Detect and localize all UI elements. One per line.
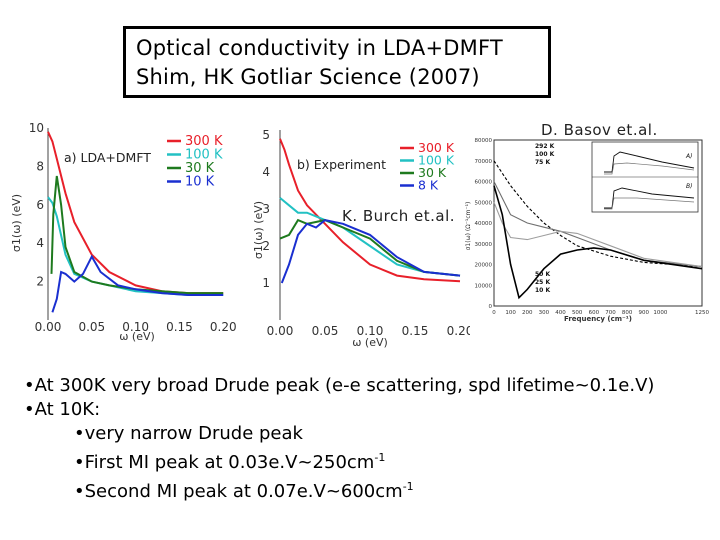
x-tick-label: 700 <box>605 310 616 316</box>
x-tick-label: 0.05 <box>312 324 339 338</box>
y-tick-label: 4 <box>262 165 270 179</box>
credit-basov: D. Basov et.al. <box>541 121 658 139</box>
x-tick-label: 0.05 <box>78 320 105 334</box>
bullet-item: •Second MI peak at 0.07e.V~600cm-1 <box>74 480 414 502</box>
legend-label: 50 K <box>535 271 550 278</box>
y-tick-label: 1 <box>262 276 270 290</box>
y-tick-label: 2 <box>262 239 270 253</box>
bullet-sup: -1 <box>374 451 386 464</box>
bullet-sup: -1 <box>402 480 414 493</box>
bullet-item: •At 300K very broad Drude peak (e-e scat… <box>24 375 655 396</box>
bullet-list: •At 300K very broad Drude peak (e-e scat… <box>24 374 654 504</box>
y-tick-label: 50000 <box>475 200 493 206</box>
x-tick-label: 400 <box>555 310 566 316</box>
bullet-text: At 300K very broad Drude peak (e-e scatt… <box>34 375 655 396</box>
bullet-text: At 10K: <box>34 399 101 420</box>
x-tick-label: 1000 <box>653 310 667 316</box>
inset-label: A) <box>685 153 692 160</box>
inset-curve <box>604 187 695 209</box>
title-line-2: Shim, HK Gotliar Science (2007) <box>136 65 480 89</box>
x-tick-label: 600 <box>589 310 600 316</box>
chart-lda-dmft: 0.00 0.05 0.10 0.15 0.20 2 4 6 8 10 ω (eV) σ1(ω) (e… <box>10 121 237 343</box>
y-tick-label: 10 <box>29 121 44 135</box>
legend-label: 292 K <box>535 143 555 150</box>
y-tick-label: 8 <box>36 159 44 173</box>
panel-label: a) LDA+DMFT <box>64 150 151 165</box>
inset-curve <box>604 162 695 175</box>
bullet-item: •First MI peak at 0.03e.V~250cm-1 <box>74 451 386 473</box>
y-tick-label: 70000 <box>475 159 493 165</box>
x-tick-label: 500 <box>572 310 583 316</box>
title-box: Optical conductivity in LDA+DMFT Shim, H… <box>123 26 551 98</box>
x-axis-label: ω (eV) <box>119 330 155 343</box>
series-line-8k <box>280 219 461 284</box>
x-tick-label: 0.15 <box>166 320 193 334</box>
legend-label: 75 K <box>535 159 550 166</box>
legend-label: 100 K <box>185 148 223 163</box>
legend-label: 100 K <box>418 153 455 168</box>
x-tick-label: 0.00 <box>35 320 62 334</box>
y-tick-label: 0 <box>489 304 493 310</box>
x-tick-label: 1250 <box>695 310 709 316</box>
x-tick-label: 0.10 <box>357 324 384 338</box>
bullet-text: Second MI peak at 0.07e.V~600cm <box>84 481 403 502</box>
bullet-text: First MI peak at 0.03e.V~250cm <box>84 452 375 473</box>
inset-label: B) <box>686 183 692 190</box>
legend-label: 300 K <box>418 140 455 155</box>
legend-label: 25 K <box>535 279 550 286</box>
bullet-item: •very narrow Drude peak <box>74 423 303 444</box>
x-tick-label: 800 <box>622 310 633 316</box>
series-line-50k <box>493 202 703 268</box>
legend-label: 8 K <box>418 178 439 193</box>
legend-label: 100 K <box>535 151 555 158</box>
series-line-10k <box>493 185 703 300</box>
y-tick-label: 80000 <box>475 138 493 144</box>
panel-label: b) Experiment <box>297 157 386 172</box>
inset-curve <box>604 197 695 210</box>
legend-label: 10 K <box>185 175 215 190</box>
credit-burch: K. Burch et.al. <box>342 207 456 225</box>
x-tick-label: 900 <box>639 310 650 316</box>
x-tick-label: 0 <box>492 310 496 316</box>
x-tick-label: 0.20 <box>447 324 470 338</box>
y-tick-label: 2 <box>36 275 44 289</box>
bullet-text: very narrow Drude peak <box>84 423 303 444</box>
legend-label: 300 K <box>185 134 223 149</box>
x-tick-label: 0.20 <box>210 320 237 334</box>
legend-label: 30 K <box>418 165 447 180</box>
x-tick-label: 0.15 <box>402 324 429 338</box>
legend-label: 30 K <box>185 161 215 176</box>
x-tick-label: 200 <box>522 310 533 316</box>
y-axis-label: σ1(ω) (Ω⁻¹cm⁻¹) <box>465 202 472 251</box>
x-tick-label: 100 <box>505 310 516 316</box>
y-axis-label: σ1(ω) (eV) <box>252 201 265 259</box>
inset-curve <box>604 151 695 173</box>
x-tick-label: 300 <box>539 310 550 316</box>
chart-experiment: 0.00 0.05 0.10 0.15 0.20 1 2 3 4 5 ω (eV) σ1(ω) (eV… <box>252 128 470 348</box>
y-tick-label: 10000 <box>475 283 493 289</box>
x-tick-label: 0.10 <box>122 320 149 334</box>
x-axis-label: Frequency (cm⁻¹) <box>564 315 632 323</box>
y-tick-label: 30000 <box>475 242 493 248</box>
series-line-300k <box>279 138 461 283</box>
y-axis-label: σ1(ω) (eV) <box>10 194 23 252</box>
y-tick-label: 4 <box>36 236 44 250</box>
y-tick-label: 20000 <box>475 263 493 269</box>
legend-label: 10 K <box>535 287 550 294</box>
title-line-1: Optical conductivity in LDA+DMFT <box>136 36 503 60</box>
bullet-item: •At 10K: <box>24 399 101 420</box>
y-tick-label: 6 <box>36 198 44 212</box>
y-tick-label: 60000 <box>475 180 493 186</box>
series-line-10k <box>51 254 224 313</box>
series-line-30k <box>50 175 224 295</box>
y-tick-label: 40000 <box>475 221 493 227</box>
y-tick-label: 3 <box>262 202 270 216</box>
series-line-30k <box>279 218 461 277</box>
y-tick-label: 5 <box>262 128 270 142</box>
x-tick-label: 0.00 <box>267 324 294 338</box>
x-axis-label: ω (eV) <box>352 336 388 348</box>
chart-basov: 0 100 200 300 400 500 600 700 800 900 1000 1250 0 100… <box>465 138 709 323</box>
